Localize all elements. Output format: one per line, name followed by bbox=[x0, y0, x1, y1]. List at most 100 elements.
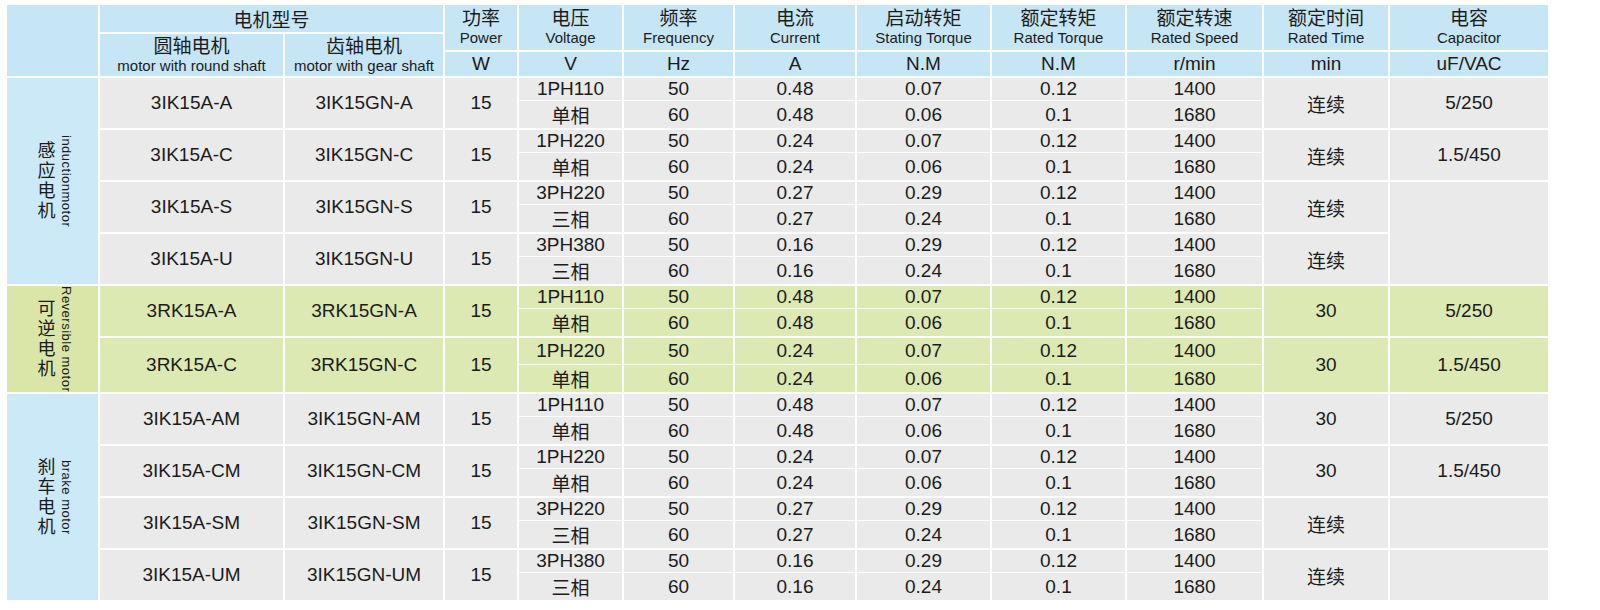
model-row-sub1: 3IK15A-U3IK15GN-U153PH380500.160.290.121… bbox=[6, 233, 1549, 257]
cell-rated-time: 30 bbox=[1263, 445, 1389, 497]
cell-gear-shaft-model: 3IK15GN-AM bbox=[284, 393, 444, 445]
cell-current: 0.24 bbox=[734, 365, 856, 394]
table-header: 电机型号 功率 Power 电压 Voltage 频率 Frequency 电流… bbox=[6, 4, 1549, 77]
model-row-sub1: 3IK15A-CM3IK15GN-CM151PH220500.240.070.1… bbox=[6, 445, 1549, 469]
header-frequency-zh: 频率 bbox=[624, 8, 733, 30]
header-voltage-zh: 电压 bbox=[519, 8, 622, 30]
cell-current: 0.48 bbox=[734, 77, 856, 101]
cell-voltage: 1PH220 bbox=[518, 445, 623, 469]
cell-rated-torque: 0.12 bbox=[991, 445, 1126, 469]
cell-stating-torque: 0.07 bbox=[856, 393, 991, 417]
cell-voltage: 3PH380 bbox=[518, 233, 623, 257]
header-frequency: 频率 Frequency bbox=[623, 4, 734, 51]
cell-rated-speed: 1400 bbox=[1126, 77, 1263, 101]
header-rated-time: 额定时间 Rated Time bbox=[1263, 4, 1389, 51]
cell-power: 15 bbox=[444, 285, 518, 337]
section-label-cell: 刹车电机brake motor bbox=[6, 393, 99, 601]
cell-rated-torque: 0.12 bbox=[991, 285, 1126, 309]
cell-voltage: 单相 bbox=[518, 309, 623, 338]
cell-round-shaft-model: 3IK15A-SM bbox=[99, 497, 284, 549]
cell-rated-speed: 1680 bbox=[1126, 365, 1263, 394]
cell-rated-speed: 1680 bbox=[1126, 257, 1263, 286]
cell-frequency: 60 bbox=[623, 573, 734, 602]
unit-voltage: V bbox=[518, 51, 623, 77]
cell-voltage: 3PH220 bbox=[518, 181, 623, 205]
cell-stating-torque: 0.06 bbox=[856, 365, 991, 394]
cell-rated-speed: 1400 bbox=[1126, 337, 1263, 365]
section-label-en: Reversible motor bbox=[59, 286, 74, 392]
cell-rated-speed: 1400 bbox=[1126, 285, 1263, 309]
cell-rated-torque: 0.1 bbox=[991, 521, 1126, 550]
cell-stating-torque: 0.24 bbox=[856, 257, 991, 286]
cell-voltage: 三相 bbox=[518, 205, 623, 234]
cell-gear-shaft-model: 3IK15GN-UM bbox=[284, 549, 444, 601]
cell-capacitor: 5/250 bbox=[1389, 393, 1549, 445]
cell-voltage: 1PH220 bbox=[518, 129, 623, 153]
section-label-en: brake motor bbox=[59, 460, 74, 535]
cell-rated-speed: 1680 bbox=[1126, 205, 1263, 234]
cell-capacitor: 5/250 bbox=[1389, 77, 1549, 129]
cell-gear-shaft-model: 3IK15GN-SM bbox=[284, 497, 444, 549]
cell-voltage: 1PH110 bbox=[518, 77, 623, 101]
cell-voltage: 单相 bbox=[518, 153, 623, 182]
header-voltage: 电压 Voltage bbox=[518, 4, 623, 51]
cell-voltage: 单相 bbox=[518, 101, 623, 130]
model-row-sub1: 3IK15A-SM3IK15GN-SM153PH220500.270.290.1… bbox=[6, 497, 1549, 521]
cell-power: 15 bbox=[444, 549, 518, 601]
cell-frequency: 60 bbox=[623, 153, 734, 182]
cell-round-shaft-model: 3IK15A-A bbox=[99, 77, 284, 129]
cell-current: 0.27 bbox=[734, 205, 856, 234]
cell-capacitor bbox=[1389, 497, 1549, 549]
cell-stating-torque: 0.06 bbox=[856, 469, 991, 498]
cell-capacitor: 5/250 bbox=[1389, 285, 1549, 337]
model-row-sub1: 可逆电机Reversible motor3RK15A-A3RK15GN-A151… bbox=[6, 285, 1549, 309]
cell-rated-torque: 0.1 bbox=[991, 309, 1126, 338]
cell-rated-torque: 0.1 bbox=[991, 469, 1126, 498]
cell-frequency: 50 bbox=[623, 233, 734, 257]
cell-current: 0.27 bbox=[734, 181, 856, 205]
cell-voltage: 三相 bbox=[518, 521, 623, 550]
cell-current: 0.48 bbox=[734, 285, 856, 309]
header-rated-speed-en: Rated Speed bbox=[1127, 30, 1262, 47]
cell-current: 0.16 bbox=[734, 573, 856, 602]
cell-frequency: 60 bbox=[623, 257, 734, 286]
cell-voltage: 单相 bbox=[518, 417, 623, 446]
cell-rated-torque: 0.1 bbox=[991, 573, 1126, 602]
section-label: 感应电机inductionmotor bbox=[7, 78, 98, 284]
cell-power: 15 bbox=[444, 233, 518, 285]
cell-current: 0.27 bbox=[734, 521, 856, 550]
table-body: 感应电机inductionmotor3IK15A-A3IK15GN-A151PH… bbox=[6, 77, 1549, 601]
cell-rated-speed: 1400 bbox=[1126, 549, 1263, 573]
cell-round-shaft-model: 3IK15A-CM bbox=[99, 445, 284, 497]
cell-voltage: 单相 bbox=[518, 365, 623, 394]
cell-rated-speed: 1400 bbox=[1126, 497, 1263, 521]
header-stating-torque: 启动转矩 Stating Torque bbox=[856, 4, 991, 51]
cell-frequency: 50 bbox=[623, 393, 734, 417]
cell-rated-speed: 1680 bbox=[1126, 309, 1263, 338]
cell-rated-speed: 1400 bbox=[1126, 181, 1263, 205]
motor-spec-table: 电机型号 功率 Power 电压 Voltage 频率 Frequency 电流… bbox=[5, 3, 1550, 602]
cell-voltage: 1PH110 bbox=[518, 285, 623, 309]
header-capacitor: 电容 Capacitor bbox=[1389, 4, 1549, 51]
cell-stating-torque: 0.29 bbox=[856, 549, 991, 573]
cell-rated-torque: 0.12 bbox=[991, 337, 1126, 365]
cell-stating-torque: 0.24 bbox=[856, 521, 991, 550]
cell-stating-torque: 0.07 bbox=[856, 77, 991, 101]
header-gear-shaft: 齿轴电机 motor with gear shaft bbox=[284, 33, 444, 77]
cell-current: 0.24 bbox=[734, 445, 856, 469]
cell-stating-torque: 0.29 bbox=[856, 497, 991, 521]
header-stating-torque-en: Stating Torque bbox=[857, 30, 990, 47]
section-label-cell: 可逆电机Reversible motor bbox=[6, 285, 99, 393]
cell-rated-torque: 0.1 bbox=[991, 205, 1126, 234]
cell-rated-time: 连续 bbox=[1263, 233, 1389, 285]
header-rated-torque-zh: 额定转矩 bbox=[992, 8, 1125, 30]
cell-stating-torque: 0.06 bbox=[856, 417, 991, 446]
cell-voltage: 1PH220 bbox=[518, 337, 623, 365]
cell-rated-speed: 1400 bbox=[1126, 393, 1263, 417]
cell-current: 0.16 bbox=[734, 257, 856, 286]
cell-round-shaft-model: 3IK15A-UM bbox=[99, 549, 284, 601]
header-rated-time-zh: 额定时间 bbox=[1264, 8, 1388, 30]
cell-power: 15 bbox=[444, 181, 518, 233]
cell-round-shaft-model: 3IK15A-C bbox=[99, 129, 284, 181]
header-capacitor-zh: 电容 bbox=[1390, 8, 1548, 30]
